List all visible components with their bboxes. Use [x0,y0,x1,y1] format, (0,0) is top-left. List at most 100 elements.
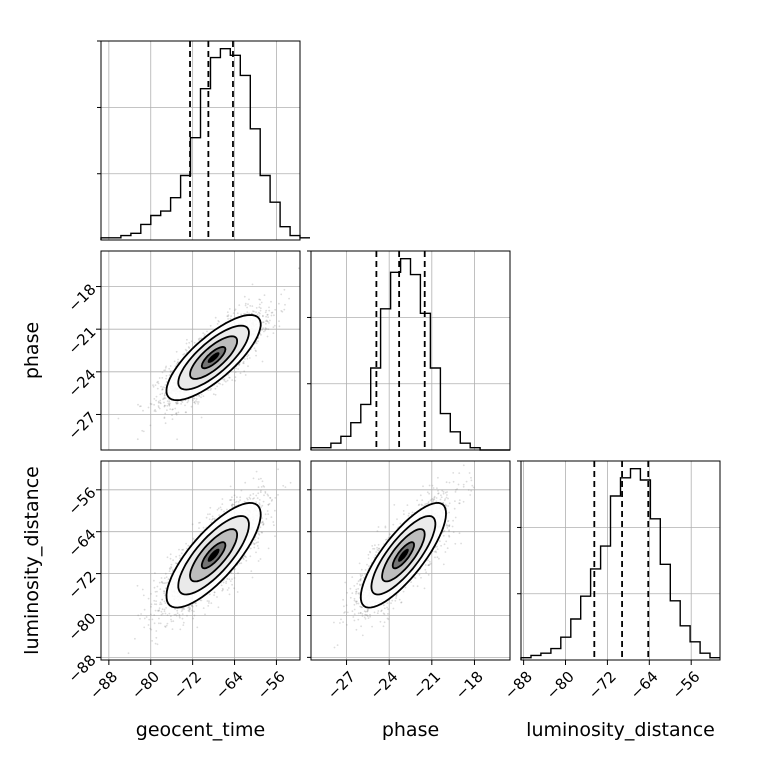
sample-point [144,609,146,611]
sample-point [268,548,270,550]
sample-point [170,558,172,560]
sample-point [165,422,167,424]
sample-point [222,384,224,386]
sample-point [204,334,206,336]
sample-point [186,339,188,341]
sample-point [250,494,252,496]
sample-point [174,614,176,616]
sample-point [265,316,267,318]
sample-point [251,305,253,307]
sample-point [244,482,246,484]
sample-point [176,403,178,405]
histogram-phase [311,259,510,450]
sample-point [266,314,268,316]
sample-point [248,313,250,315]
panel-frame [101,41,300,240]
sample-point [162,388,164,390]
sample-point [270,497,272,499]
sample-point [212,516,214,518]
sample-point [213,594,215,596]
sample-point [284,304,286,306]
sample-point [192,618,194,620]
sample-point [262,480,264,482]
sample-point [258,486,260,488]
sample-point [160,386,162,388]
sample-point [180,403,182,405]
sample-point [237,572,239,574]
sample-point [165,384,167,386]
sample-point [165,397,167,399]
sample-point [261,329,263,331]
sample-point [280,310,282,312]
sample-point [226,578,228,580]
marginal-panel-luminosity_distance [517,461,720,660]
sample-point [140,613,142,615]
sample-point [153,386,155,388]
sample-point [262,327,264,329]
sample-point [273,332,275,334]
sample-point [208,600,210,602]
sample-point [260,307,262,309]
sample-point [264,491,266,493]
sample-point [265,310,267,312]
sample-point [169,568,171,570]
sample-point [198,527,200,529]
sample-point [179,629,181,631]
sample-point [265,312,267,314]
sample-point [265,323,267,325]
sample-point [227,380,229,382]
sample-point [224,380,226,382]
sample-point [175,413,177,415]
sample-point [271,516,273,518]
sample-point [216,386,218,388]
sample-point [188,346,190,348]
sample-point [221,509,223,511]
sample-point [154,622,156,624]
panel-frame [311,251,510,450]
sample-point [165,602,167,604]
sample-point [263,494,265,496]
sample-point [176,615,178,617]
sample-point [237,368,239,370]
sample-point [222,498,224,500]
sample-point [243,370,245,372]
sample-point [214,518,216,520]
sample-point [274,325,276,327]
sample-point [137,585,139,587]
sample-point [165,573,167,575]
sample-point [157,610,159,612]
sample-point [210,602,212,604]
sample-point [243,313,245,315]
sample-point [268,322,270,324]
sample-point [163,402,165,404]
panel-geocent_time-vs-phase [101,251,300,450]
sample-point [245,560,247,562]
sample-point [161,581,163,583]
sample-point [169,400,171,402]
sample-point [254,539,256,541]
sample-point [238,304,240,306]
sample-point [210,388,212,390]
sample-point [255,311,257,313]
sample-point [158,618,160,620]
sample-point [228,314,230,316]
sample-point [231,496,233,498]
sample-point [154,572,156,574]
sample-point [150,614,152,616]
sample-point [186,615,188,617]
sample-point [137,438,139,440]
sample-point [170,553,172,555]
sample-point [161,611,163,613]
sample-point [164,609,166,611]
sample-point [188,610,190,612]
sample-point [221,503,223,505]
sample-point [217,509,219,511]
sample-point [246,498,248,500]
sample-point [172,620,174,622]
sample-point [165,607,167,609]
sample-point [193,538,195,540]
sample-point [151,603,153,605]
sample-point [271,315,273,317]
sample-point [208,602,210,604]
sample-point [224,378,226,380]
